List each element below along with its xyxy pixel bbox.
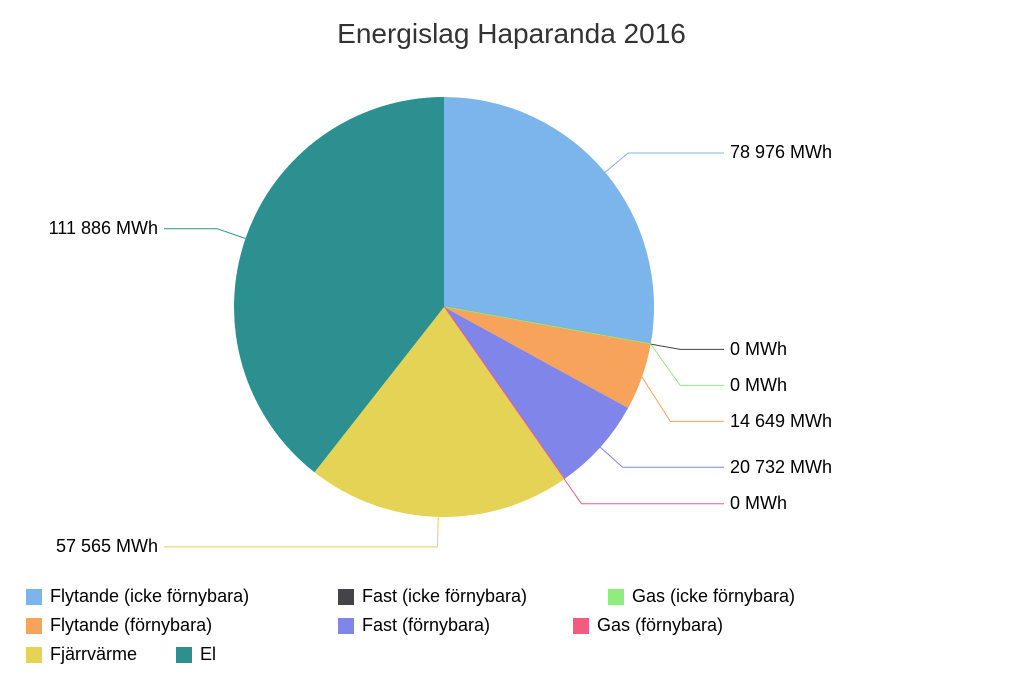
- legend-swatch: [338, 589, 354, 605]
- legend-swatch: [608, 589, 624, 605]
- legend-item[interactable]: Fast (icke förnybara): [338, 586, 608, 607]
- legend: Flytande (icke förnybara) Fast (icke förn…: [26, 586, 868, 673]
- legend-item[interactable]: Flytande (förnybara): [26, 615, 338, 636]
- legend-label: Fast (förnybara): [362, 615, 490, 636]
- data-label-fast_icke: 0 MWh: [730, 339, 787, 360]
- legend-item[interactable]: Fjärrvärme: [26, 644, 176, 665]
- pie-chart: [234, 97, 654, 517]
- legend-label: El: [200, 644, 216, 665]
- legend-label: Fjärrvärme: [50, 644, 137, 665]
- legend-swatch: [26, 589, 42, 605]
- legend-swatch: [176, 647, 192, 663]
- legend-item[interactable]: El: [176, 644, 256, 665]
- data-label-gas_icke: 0 MWh: [730, 375, 787, 396]
- data-label-fjarrvarme: 57 565 MWh: [56, 536, 158, 557]
- data-label-fast_for: 20 732 MWh: [730, 457, 832, 478]
- legend-item[interactable]: Fast (förnybara): [338, 615, 573, 636]
- legend-item[interactable]: Flytande (icke förnybara): [26, 586, 338, 607]
- legend-label: Gas (icke förnybara): [632, 586, 795, 607]
- pie-slice-flytande_icke: [444, 97, 654, 344]
- legend-swatch: [338, 618, 354, 634]
- legend-label: Fast (icke förnybara): [362, 586, 527, 607]
- chart-title: Energislag Haparanda 2016: [0, 18, 1023, 50]
- data-label-el: 111 886 MWh: [49, 218, 158, 239]
- data-label-flytande_icke: 78 976 MWh: [730, 142, 832, 163]
- data-label-flytande_for: 14 649 MWh: [730, 411, 832, 432]
- legend-item[interactable]: Gas (förnybara): [573, 615, 793, 636]
- legend-swatch: [573, 618, 589, 634]
- data-label-gas_for: 0 MWh: [730, 493, 787, 514]
- legend-swatch: [26, 618, 42, 634]
- legend-label: Flytande (förnybara): [50, 615, 212, 636]
- legend-item[interactable]: Gas (icke förnybara): [608, 586, 868, 607]
- legend-label: Gas (förnybara): [597, 615, 723, 636]
- legend-label: Flytande (icke förnybara): [50, 586, 249, 607]
- legend-swatch: [26, 647, 42, 663]
